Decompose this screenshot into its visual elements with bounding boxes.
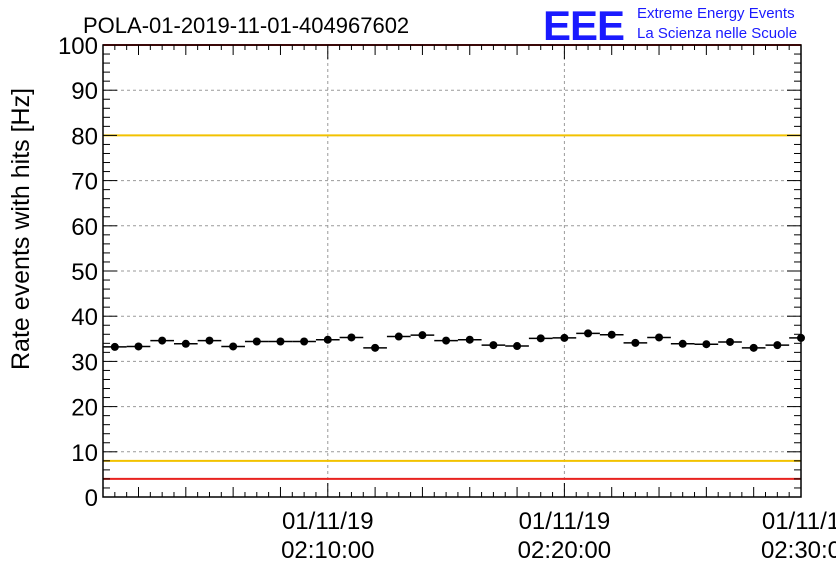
eee-logo-mark: EEE	[543, 2, 624, 49]
data-point	[442, 336, 451, 345]
data-point	[513, 342, 522, 351]
x-tick-time: 02:30:0	[761, 537, 836, 564]
data-point	[205, 336, 214, 345]
y-tick-label: 40	[71, 304, 98, 331]
y-tick-label: 90	[71, 78, 98, 105]
data-point	[489, 341, 498, 350]
data-point	[797, 333, 805, 342]
data-point	[394, 332, 403, 341]
data-point	[252, 337, 261, 346]
data-point	[418, 331, 427, 340]
axes	[102, 44, 802, 498]
y-tick-label: 20	[71, 395, 98, 422]
data-point	[181, 339, 190, 348]
data-point	[655, 333, 664, 342]
data-point	[371, 343, 380, 352]
data-point	[560, 333, 569, 342]
data-point	[678, 339, 687, 348]
x-tick-date: 01/11/19	[282, 508, 374, 535]
y-tick-label: 80	[71, 123, 98, 150]
data-point	[536, 334, 545, 343]
eee-logo-line1: Extreme Energy Events	[637, 5, 795, 22]
data-point	[229, 342, 238, 351]
tick-labels: 010203040506070809010001/11/1902:10:0001…	[58, 33, 836, 564]
y-tick-label: 0	[85, 485, 98, 512]
y-tick-label: 10	[71, 440, 98, 467]
data-point	[323, 335, 332, 344]
y-tick-label: 50	[71, 259, 98, 286]
data-point	[158, 336, 167, 345]
data-point	[276, 337, 285, 346]
data-point	[465, 335, 474, 344]
data-point	[300, 337, 309, 346]
x-tick-time: 02:10:00	[281, 537, 374, 564]
data-point	[584, 329, 593, 338]
data-point	[726, 337, 735, 346]
data-point	[702, 340, 711, 349]
y-tick-label: 30	[71, 349, 98, 376]
x-tick-time: 02:20:00	[518, 537, 611, 564]
y-axis-label: Rate events with hits [Hz]	[7, 88, 35, 370]
data-point	[749, 343, 758, 352]
data-point	[607, 330, 616, 339]
data-point	[134, 342, 143, 351]
eee-logo-line2: La Scienza nelle Scuole	[637, 25, 797, 42]
data-points	[103, 329, 805, 352]
x-tick-date: 01/11/1	[762, 508, 836, 535]
data-point	[773, 341, 782, 350]
eee-logo: EEE Extreme Energy Events La Scienza nel…	[543, 2, 797, 49]
x-tick-date: 01/11/19	[519, 508, 611, 535]
y-tick-label: 70	[71, 169, 98, 196]
y-tick-label: 60	[71, 214, 98, 241]
data-point	[631, 338, 640, 347]
chart-title: POLA-01-2019-11-01-404967602	[83, 13, 409, 38]
data-point	[347, 333, 356, 342]
data-point	[110, 342, 119, 351]
y-tick-label: 100	[58, 33, 98, 60]
